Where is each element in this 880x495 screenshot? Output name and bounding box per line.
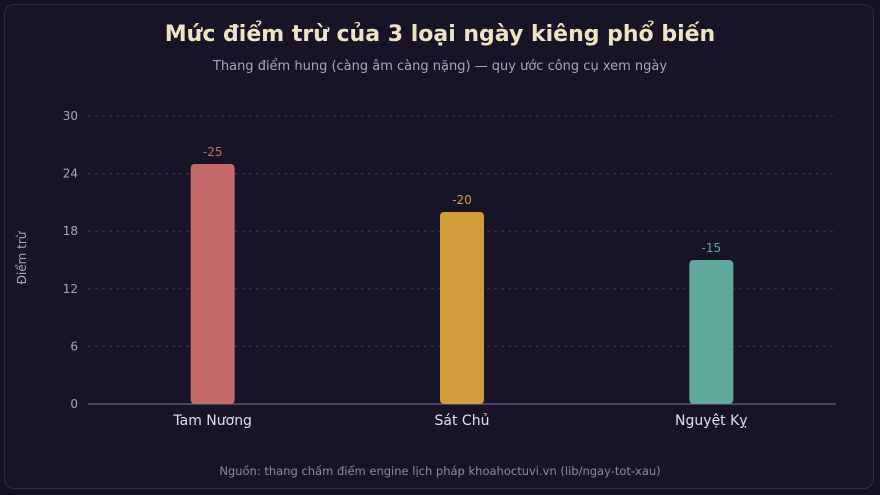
y-tick-label: 12 <box>63 282 78 296</box>
y-tick-label: 18 <box>63 224 78 238</box>
bar <box>190 164 235 404</box>
bar-value-label: -15 <box>702 241 722 255</box>
x-tick-label: Nguyệt Kỵ <box>675 413 748 429</box>
chart-card <box>4 4 874 489</box>
chart-subtitle: Thang điểm hung (càng âm càng nặng) — qu… <box>212 59 668 74</box>
x-tick-label: Sát Chủ <box>435 413 490 429</box>
bar <box>440 212 484 404</box>
y-tick-label: 6 <box>70 339 78 353</box>
y-tick-label: 0 <box>70 397 78 411</box>
bar <box>689 260 734 404</box>
chart-title: Mức điểm trừ của 3 loại ngày kiêng phổ b… <box>164 22 716 47</box>
x-tick-label: Tam Nương <box>172 413 252 429</box>
source-note: Nguồn: thang chấm điểm engine lịch pháp … <box>219 464 661 478</box>
bar-value-label: -25 <box>203 145 223 159</box>
bar-value-label: -20 <box>452 193 472 207</box>
y-tick-label: 30 <box>63 109 78 123</box>
y-tick-label: 24 <box>63 167 78 181</box>
